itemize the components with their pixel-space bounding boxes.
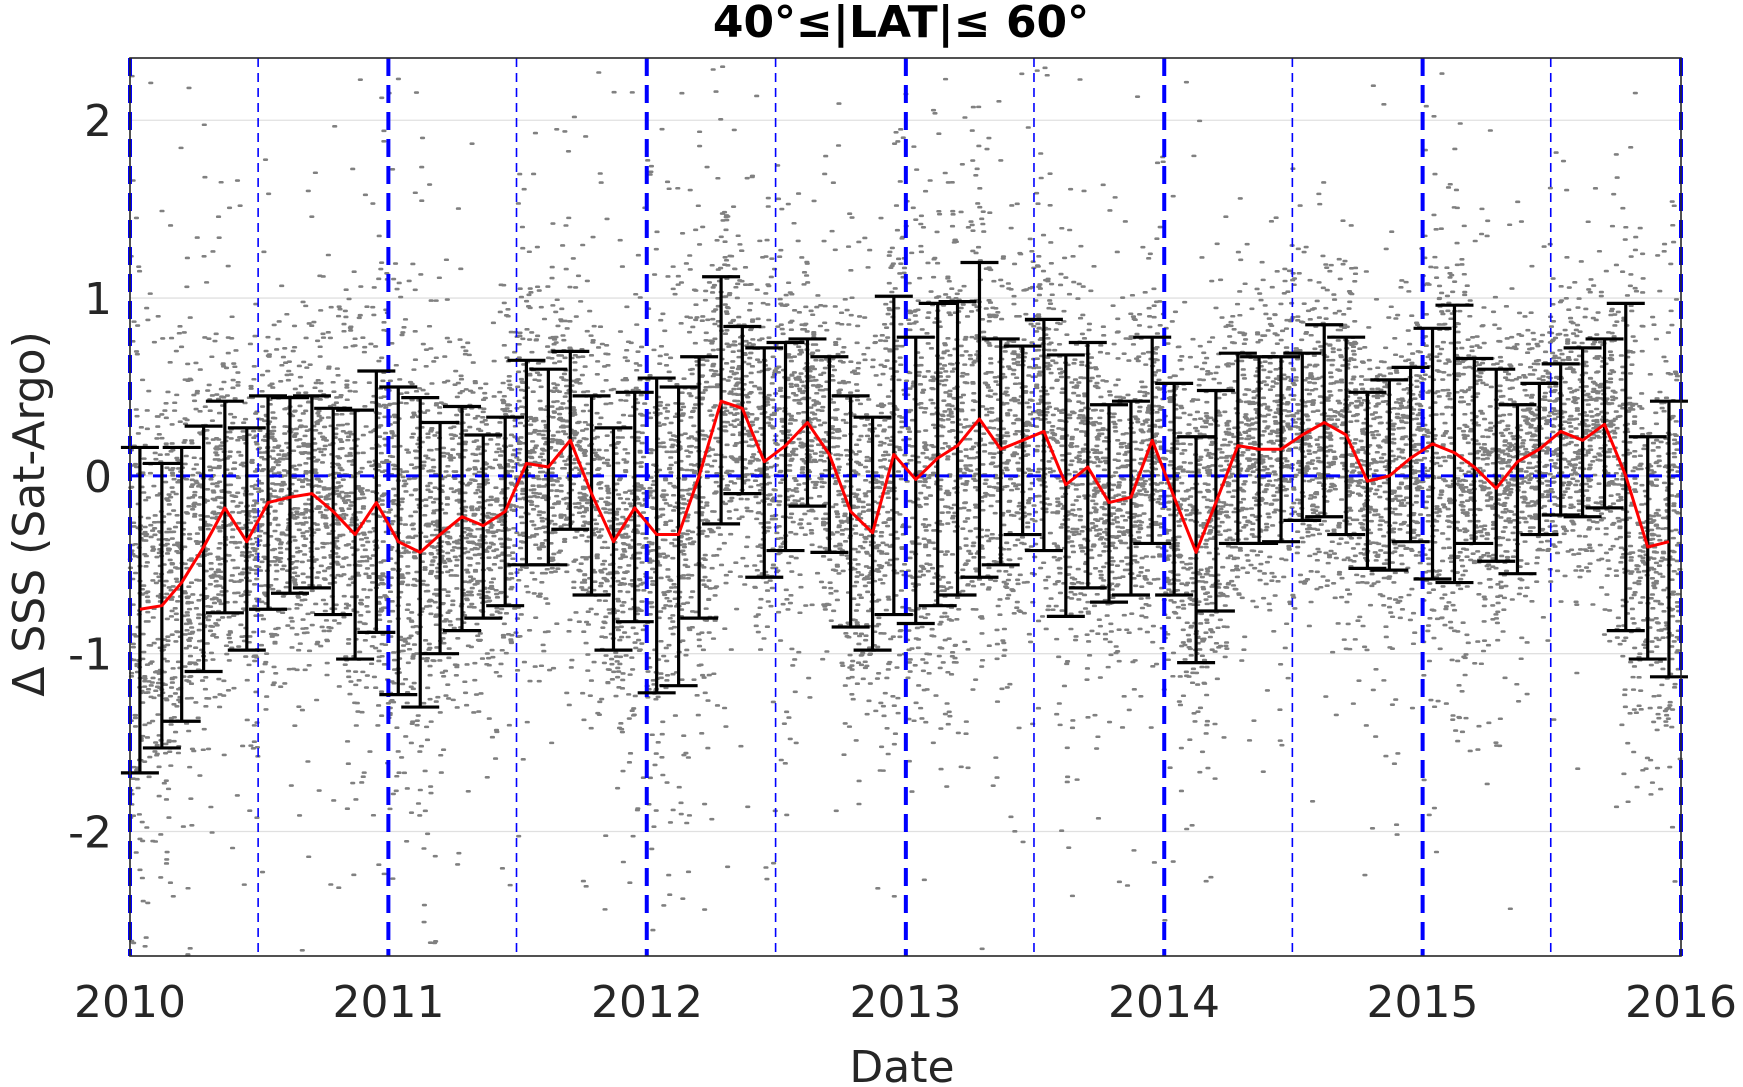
tick-labels: 2010 2011 2012 2013 2014 2015 2016 2 1 0 -1 -2: [68, 96, 1737, 1028]
error-bar: [1435, 303, 1474, 585]
error-bar: [1305, 323, 1344, 519]
chart-title: 40°≤|LAT|≤ 60°: [713, 0, 1089, 48]
error-bar: [1391, 365, 1430, 544]
error-bar: [1606, 301, 1645, 633]
error-bar: [421, 420, 460, 656]
error-bar: [270, 396, 309, 595]
x-axis-label: Date: [849, 1042, 954, 1087]
error-bar: [1068, 340, 1107, 590]
x-tick-label: 2010: [74, 977, 186, 1028]
x-tick-label: 2012: [591, 977, 703, 1028]
error-bar: [918, 301, 957, 608]
x-tick-label: 2013: [850, 977, 962, 1028]
x-tick-label: 2016: [1625, 977, 1737, 1028]
y-axis-label: Δ SSS (Sat-Argo): [4, 331, 55, 697]
error-bar: [981, 337, 1020, 567]
error-bar: [292, 394, 331, 590]
error-bar: [1563, 346, 1602, 519]
error-bar: [1413, 326, 1452, 581]
y-tick-label: 1: [84, 274, 112, 325]
error-bar: [1477, 367, 1516, 563]
error-bar: [1541, 362, 1580, 517]
error-bar: [1455, 356, 1494, 546]
y-tick-label: 2: [84, 96, 112, 147]
y-tick-label: 0: [84, 452, 112, 503]
error-bar: [680, 355, 719, 620]
mean-line: [139, 399, 1670, 611]
error-bar: [1498, 403, 1537, 576]
error-bar: [1155, 381, 1194, 597]
error-bar: [120, 445, 159, 775]
y-tick-label: -1: [68, 630, 112, 681]
plot-frame: [129, 57, 1682, 957]
x-tick-label: 2011: [333, 977, 445, 1028]
error-bar: [1520, 381, 1559, 537]
y-tick-label: -2: [68, 808, 112, 859]
mean-line-group: [139, 399, 1670, 611]
x-tick-label: 2014: [1108, 977, 1220, 1028]
error-bar: [659, 385, 698, 688]
x-tick-label: 2015: [1367, 977, 1479, 1028]
error-bar: [938, 300, 977, 597]
axes-frame: [129, 57, 1682, 957]
